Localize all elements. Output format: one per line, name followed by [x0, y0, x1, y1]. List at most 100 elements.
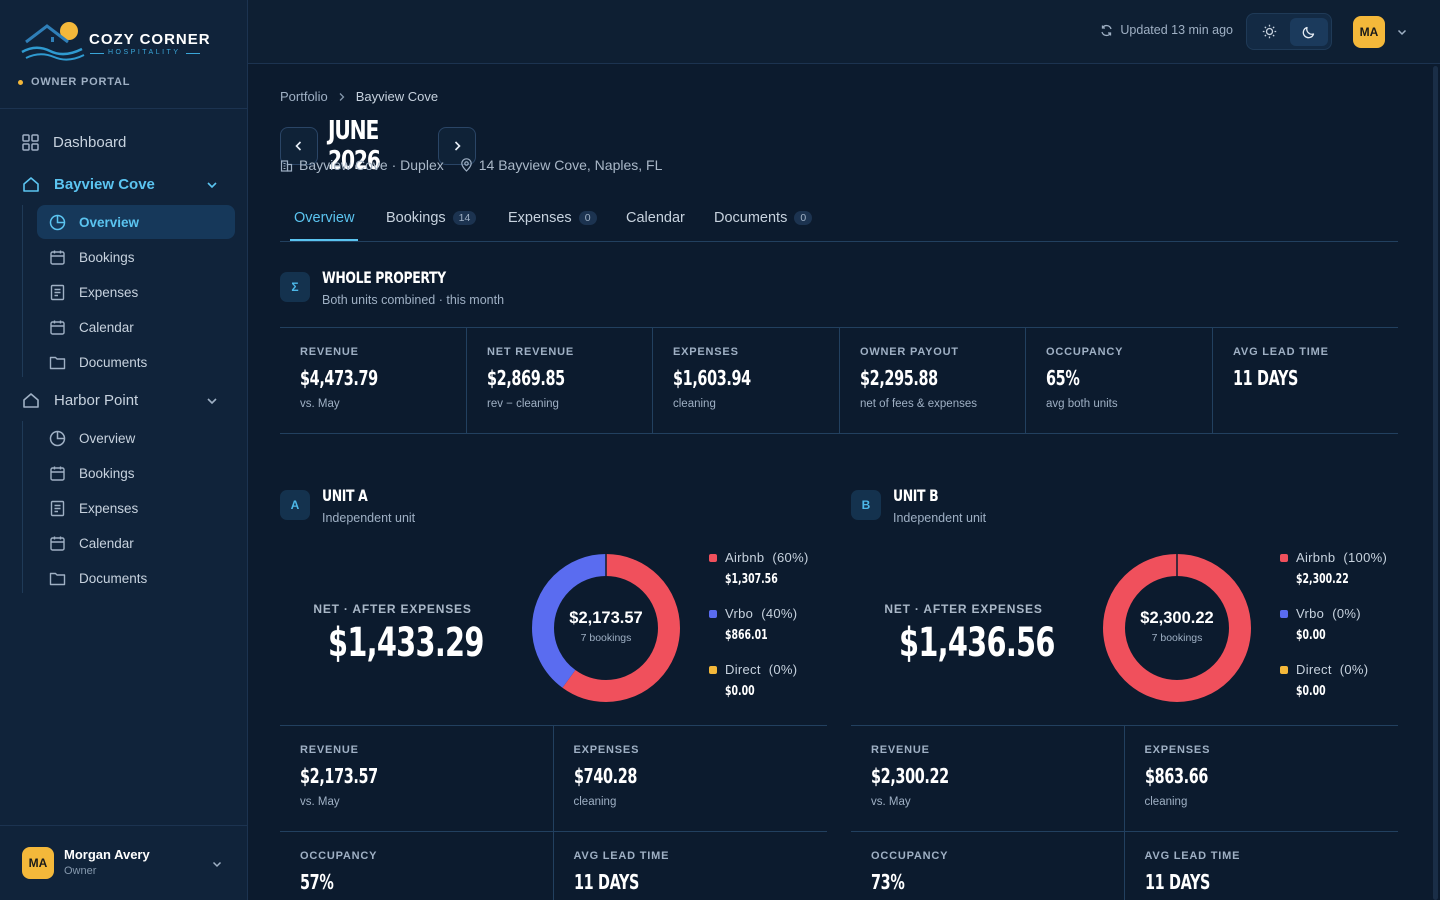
top-bar: Updated 13 min ago MA [248, 0, 1440, 64]
stat-value: 57% [300, 870, 334, 894]
stat-label: REVENUE [300, 346, 359, 358]
tab-bar: Overview Bookings 14 Expenses 0 Calendar… [280, 200, 1398, 242]
sidebar: COZY CORNER HOSPITALITY OWNER PORTAL Das… [0, 0, 248, 900]
brand-divider [90, 53, 104, 54]
stat-expenses: EXPENSES $740.28 cleaning [554, 726, 828, 831]
sidebar-item-overview[interactable]: Overview [37, 205, 235, 239]
stat-note: vs. May [300, 796, 340, 808]
donut-center: $2,300.22 7 bookings [1102, 609, 1252, 644]
updated-text: Updated 13 min ago [1120, 23, 1233, 37]
stat-value: $1,603.94 [673, 366, 751, 390]
theme-toggle[interactable] [1246, 13, 1332, 50]
brand-name: COZY CORNER [89, 31, 211, 48]
tab-calendar[interactable]: Calendar [626, 210, 685, 226]
previous-month-button[interactable] [280, 127, 318, 165]
sidebar-item-documents[interactable]: Documents [37, 345, 235, 379]
legend-percent: (60%) [772, 550, 809, 565]
stat-expenses: EXPENSES $1,603.94 cleaning [653, 328, 840, 433]
avatar[interactable]: MA [1353, 16, 1385, 48]
legend-label: Direct [725, 662, 761, 677]
donut-bookings: 7 bookings [580, 632, 632, 644]
section-title: UNIT A [322, 486, 368, 505]
chevron-down-icon[interactable] [1396, 26, 1408, 38]
sigma-icon: Σ [280, 272, 310, 302]
legend-label: Airbnb [725, 550, 765, 565]
sidebar-item-overview[interactable]: Overview [37, 421, 235, 455]
tab-label: Expenses [508, 210, 572, 226]
chevron-down-icon[interactable] [211, 858, 223, 870]
legend-label: Direct [1296, 662, 1332, 677]
stat-label: OWNER PAYOUT [860, 346, 959, 358]
legend-percent: (0%) [1339, 662, 1369, 677]
legend-value: $0.00 [725, 684, 755, 699]
tab-bookings[interactable]: Bookings 14 [386, 210, 477, 226]
stat-label: EXPENSES [673, 346, 739, 358]
donut-total: $2,300.22 [1140, 609, 1214, 627]
net-value: $1,433.29 [328, 620, 484, 666]
property-meta: Bayview Cove · Duplex 14 Bayview Cove, N… [280, 157, 662, 173]
breadcrumb: Portfolio Bayview Cove [280, 89, 438, 104]
stat-value: $2,300.22 [871, 764, 949, 788]
net-value: $1,436.56 [899, 620, 1055, 666]
stat-occupancy: OCCUPANCY 65% avg both units [1026, 328, 1213, 433]
unit-a-stats: REVENUE $2,173.57 vs. May EXPENSES $740.… [280, 725, 827, 900]
sidebar-item-bookings[interactable]: Bookings [37, 240, 235, 274]
stat-owner-payout: OWNER PAYOUT $2,295.88 net of fees & exp… [840, 328, 1026, 433]
sidebar-item-label: Overview [79, 430, 136, 446]
stat-note: cleaning [673, 398, 716, 410]
chevron-down-icon[interactable] [205, 394, 219, 408]
brand-logo[interactable]: COZY CORNER HOSPITALITY [20, 18, 230, 68]
property-name: Bayview Cove · Duplex [299, 157, 444, 173]
stat-note: cleaning [573, 796, 617, 808]
count-badge: 14 [452, 211, 477, 225]
stat-label: EXPENSES [1144, 744, 1211, 756]
scrollbar[interactable] [1433, 66, 1438, 900]
sidebar-item-label: Expenses [79, 284, 139, 300]
stat-value: $2,173.57 [300, 764, 378, 788]
stat-occupancy: OCCUPANCY 73% [851, 832, 1125, 900]
month-selector: JUNE 2026 [280, 116, 476, 176]
stat-value: 73% [871, 870, 905, 894]
light-mode-button[interactable] [1251, 18, 1289, 46]
stat-label: REVENUE [300, 744, 359, 756]
property-address: 14 Bayview Cove, Naples, FL [478, 157, 663, 173]
breadcrumb-link[interactable]: Portfolio [280, 89, 328, 104]
sidebar-item-label: Calendar [79, 319, 134, 335]
sidebar-item-documents[interactable]: Documents [37, 561, 235, 595]
stat-value: 11 DAYS [1144, 870, 1210, 894]
stat-note: rev − cleaning [487, 398, 559, 410]
sidebar-item-calendar[interactable]: Calendar [37, 310, 235, 344]
stat-value: $740.28 [573, 764, 637, 788]
avatar: MA [22, 847, 54, 879]
legend-item-airbnb: Airbnb (100%) $2,300.22 [1280, 550, 1387, 606]
dark-mode-button[interactable] [1289, 17, 1328, 46]
sidebar-group-harbor-point[interactable]: Harbor Point [22, 385, 138, 415]
sidebar-group-bayview-cove[interactable]: Bayview Cove [22, 169, 155, 199]
unit-badge-icon: B [851, 490, 881, 520]
stat-label: REVENUE [871, 744, 930, 756]
sidebar-item-label: Documents [79, 354, 148, 370]
next-month-button[interactable] [438, 127, 476, 165]
whole-property-header: Σ WHOLE PROPERTY Both units combined · t… [280, 268, 504, 307]
sidebar-item-calendar[interactable]: Calendar [37, 526, 235, 560]
tab-overview[interactable]: Overview [294, 210, 354, 226]
sidebar-item-dashboard[interactable]: Dashboard [22, 127, 126, 157]
tab-documents[interactable]: Documents 0 [714, 210, 813, 226]
stat-label: EXPENSES [573, 744, 640, 756]
user-menu[interactable]: MA Morgan Avery Owner [0, 825, 247, 900]
section-subtitle: Both units combined · this month [322, 293, 505, 307]
sidebar-item-bookings[interactable]: Bookings [37, 456, 235, 490]
tab-label: Calendar [626, 210, 685, 226]
tab-expenses[interactable]: Expenses 0 [508, 210, 597, 226]
portal-label: OWNER PORTAL [18, 76, 130, 88]
tab-label: Bookings [386, 210, 446, 226]
legend-swatch [1280, 609, 1288, 618]
chevron-down-icon[interactable] [205, 178, 219, 192]
sidebar-item-expenses[interactable]: Expenses [37, 275, 235, 309]
refresh-icon[interactable] [1100, 24, 1113, 37]
brand-tagline: HOSPITALITY [108, 49, 181, 56]
sidebar-item-expenses[interactable]: Expenses [37, 491, 235, 525]
channel-donut-chart [1103, 554, 1251, 702]
section-subtitle: Independent unit [322, 511, 416, 525]
stat-value: $2,295.88 [860, 366, 938, 390]
